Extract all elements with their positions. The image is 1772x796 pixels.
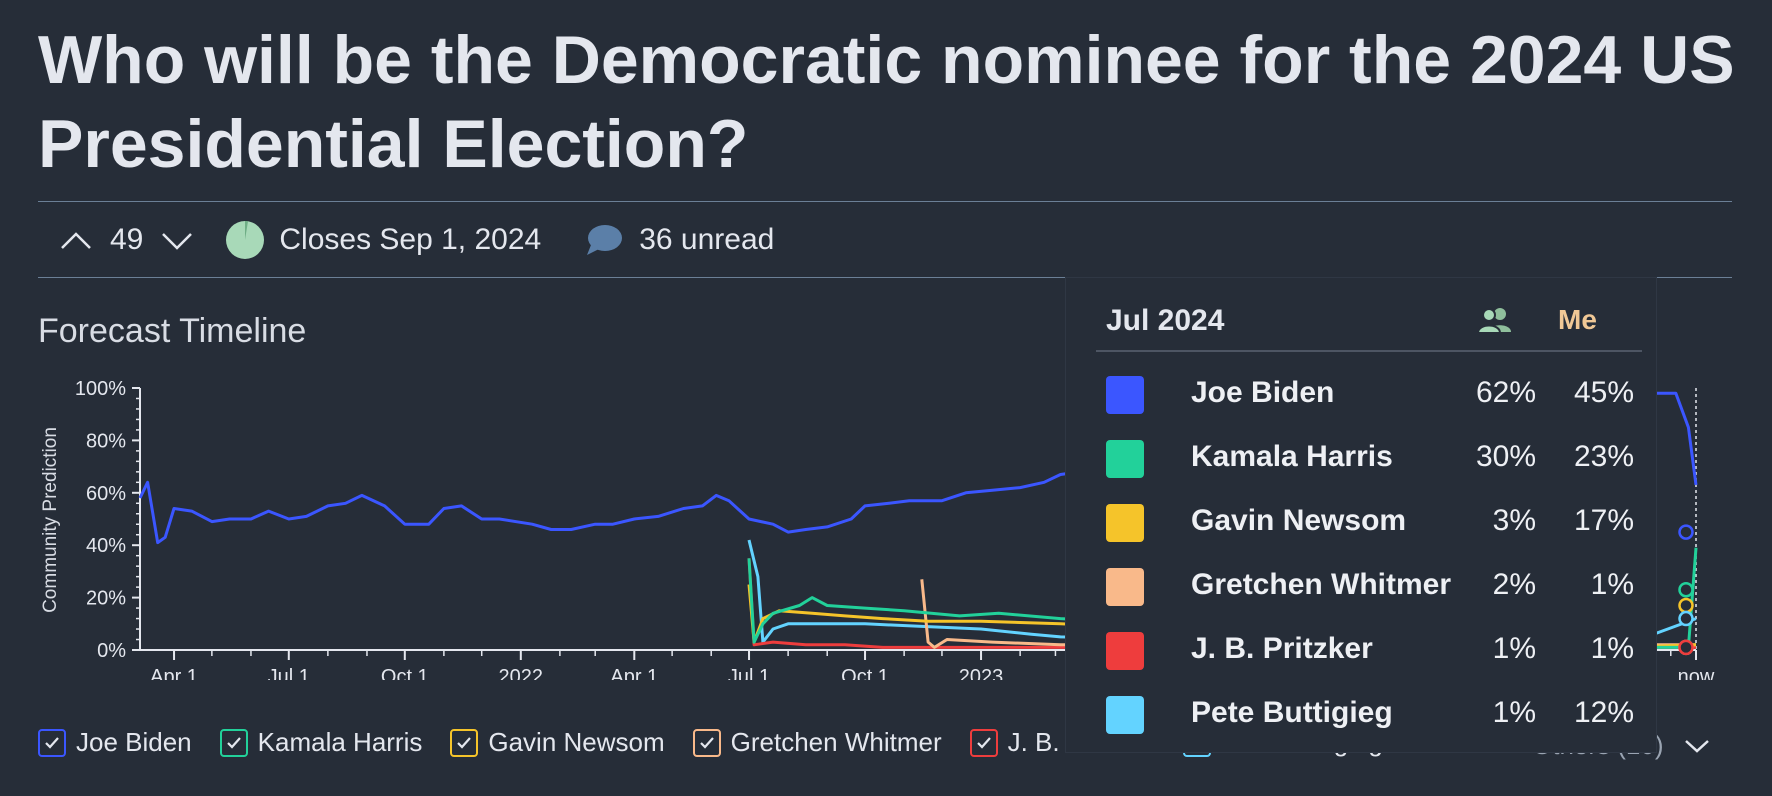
y-tick-label: 40% [86,535,126,557]
series-line-joe-biden [138,391,1698,545]
legend-item-gretchen-whitmer[interactable]: Gretchen Whitmer [692,727,942,758]
comments-link[interactable]: 36 unread [585,223,774,257]
tooltip-name: J. B. Pritzker [1191,632,1373,665]
series-line-gretchen-whitmer [920,579,1696,649]
tooltip-name: Joe Biden [1191,376,1335,409]
tooltip-community-value: 1% [1492,696,1536,729]
tooltip-me-value: 1% [1590,568,1634,601]
tooltip-header: Jul 2024 Me [1096,292,1642,352]
tooltip-row: Gretchen Whitmer 2% 1% [1096,554,1642,618]
series-line-j-b-pritzker [747,558,1696,649]
y-tick-label: 100% [75,378,126,400]
tooltip-community-value: 3% [1492,504,1536,537]
tooltip-me-value: 45% [1573,376,1634,409]
check-icon [45,736,59,749]
legend-item-joe-biden[interactable]: Joe Biden [38,727,192,758]
tooltip-swatch [1106,376,1144,414]
tooltip-row: Gavin Newsom 3% 17% [1096,490,1642,554]
y-axis-label: Community Prediction [40,427,61,613]
tooltip-swatch [1106,440,1144,478]
chevron-down-icon [162,233,193,250]
chart-tooltip: Jul 2024 Me Joe Biden 62% 45% Kamala Harris… [1066,278,1656,752]
vote-count: 49 [110,223,144,256]
prediction-marker [1678,610,1694,627]
tooltip-row: Pete Buttigieg 1% 12% [1096,682,1642,746]
community-icon [1478,308,1511,334]
question-meta: 49 Closes Sep 1, 2024 36 unread [38,218,774,262]
prediction-marker [1678,524,1694,540]
closing-date: Closes Sep 1, 2024 [279,223,542,256]
tooltip-swatch [1106,568,1144,606]
x-tick-label: Jul 1 [728,666,770,680]
x-tick-label: Jul 1 [268,666,310,680]
tooltip-swatch [1106,696,1144,734]
x-tick-label: 2022 [499,666,544,680]
downvote-button[interactable] [161,230,193,250]
prediction-marker [1678,597,1694,614]
tooltip-name: Gavin Newsom [1191,504,1407,537]
legend-checkbox[interactable] [219,728,248,757]
tooltip-me-value: 17% [1573,504,1634,537]
tooltip-community-value: 1% [1492,632,1536,665]
tooltip-name: Gretchen Whitmer [1191,568,1452,601]
x-tick-label: Apr 1 [150,666,198,680]
divider-bottom [38,277,1732,278]
tooltip-name: Pete Buttigieg [1191,696,1393,729]
tooltip-row: J. B. Pritzker 1% 1% [1096,618,1642,682]
prediction-marker [1678,639,1694,656]
tooltip-me-header: Me [1558,304,1597,335]
tooltip-swatch [1106,504,1144,542]
closing-progress-icon [226,220,265,259]
legend-label: Gavin Newsom [488,727,665,757]
legend-label: Joe Biden [76,727,192,757]
y-tick-label: 80% [86,430,126,452]
comments-unread: 36 unread [639,223,775,256]
x-tick-label: Apr 1 [610,666,658,680]
tooltip-community-value: 62% [1475,376,1536,409]
chevron-up-icon [61,232,91,249]
chevron-down-icon [1685,740,1709,753]
tooltip-swatch [1106,632,1144,670]
legend-checkbox[interactable] [692,728,721,757]
check-icon [457,736,472,749]
x-tick-label: Oct 1 [381,666,429,680]
tooltip-community-value: 2% [1492,568,1536,601]
tooltip-date: Jul 2024 [1106,304,1225,337]
upvote-button[interactable] [38,230,104,250]
legend-checkbox[interactable] [450,728,479,757]
tooltip-me-value: 12% [1573,696,1634,729]
y-tick-label: 60% [86,483,126,505]
legend-label: Kamala Harris [257,727,423,757]
x-tick-label: now [1678,666,1715,680]
tooltip-name: Kamala Harris [1191,440,1393,473]
check-icon [226,736,241,749]
vote-control: 49 [38,223,193,257]
legend-checkbox[interactable] [38,728,66,757]
legend-expand-button[interactable] [1684,738,1710,759]
check-icon [699,736,714,749]
prediction-marker [1678,581,1694,598]
tooltip-me-value: 1% [1590,632,1634,665]
legend-checkbox[interactable] [969,728,998,757]
page-title: Who will be the Democratic nominee for t… [38,22,1735,182]
y-tick-label: 20% [86,588,126,610]
legend-label: Gretchen Whitmer [730,727,942,757]
tooltip-row: Kamala Harris 30% 23% [1096,426,1642,490]
legend-item-gavin-newsom[interactable]: Gavin Newsom [450,727,665,758]
tooltip-me-value: 23% [1573,440,1634,473]
tooltip-community-value: 30% [1475,440,1536,473]
x-tick-label: 2023 [959,666,1004,680]
forecast-timeline-title: Forecast Timeline [38,312,307,350]
y-tick-label: 0% [97,640,126,662]
divider-top [38,201,1732,202]
legend-item-kamala-harris[interactable]: Kamala Harris [219,727,423,758]
x-tick-label: Oct 1 [841,666,889,680]
comment-icon [587,225,623,255]
check-icon [976,736,991,749]
tooltip-row: Joe Biden 62% 45% [1096,362,1642,426]
